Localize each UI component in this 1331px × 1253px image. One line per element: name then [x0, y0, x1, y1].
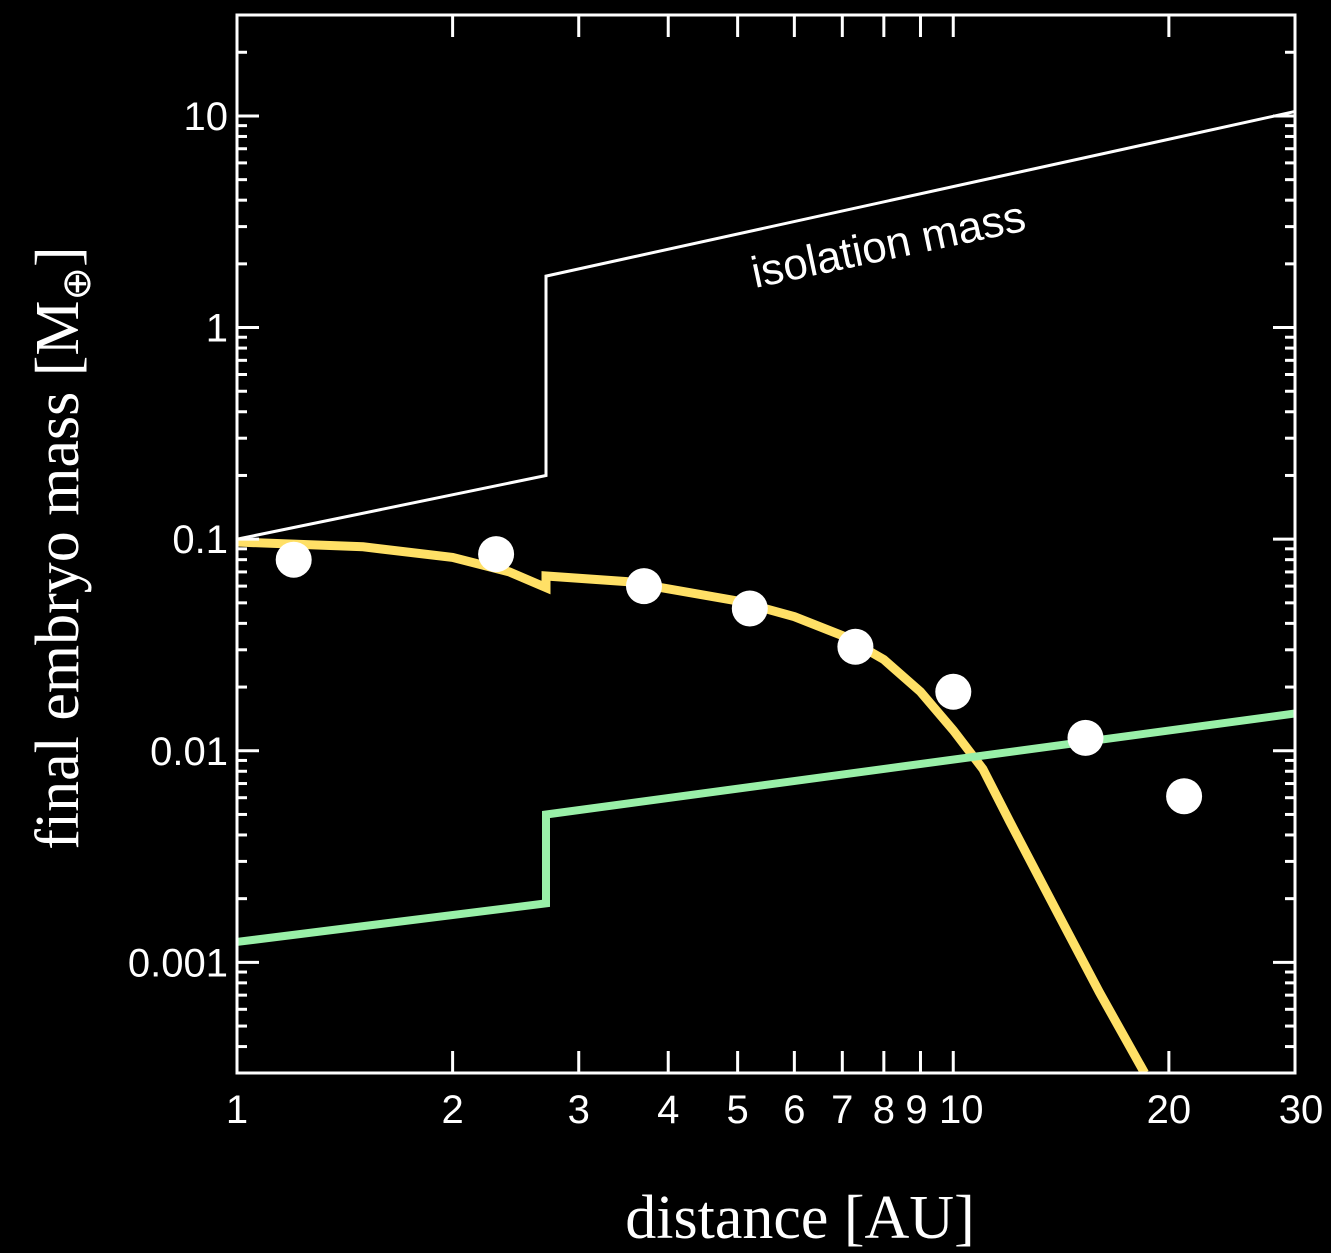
- x-tick-label: 3: [568, 1088, 590, 1132]
- x-tick-label: 20: [1147, 1088, 1192, 1132]
- x-axis-title: distance [AU]: [625, 1184, 974, 1252]
- y-tick-label: 0.1: [172, 518, 228, 562]
- chart-marks: [237, 110, 1295, 1073]
- x-tick-label: 8: [873, 1088, 895, 1132]
- x-tick-label: 30: [1279, 1088, 1324, 1132]
- y-tick-label: 1: [206, 307, 228, 351]
- y-axis-title-close: ]: [24, 246, 92, 267]
- data-point: [837, 628, 874, 665]
- data-point: [1067, 719, 1104, 756]
- data-point: [935, 673, 972, 710]
- x-tick-label: 4: [657, 1088, 679, 1132]
- data-point: [731, 590, 768, 627]
- y-tick-label: 0.001: [128, 941, 228, 985]
- y-tick-label: 0.01: [150, 730, 228, 774]
- data-point: [626, 568, 662, 605]
- lower-limit-line: [237, 709, 1295, 946]
- data-point: [1166, 778, 1203, 815]
- data-point: [275, 541, 312, 578]
- plot-frame: [235, 13, 1297, 1075]
- y-tick-label: 10: [184, 95, 229, 139]
- x-tick-label: 6: [783, 1088, 805, 1132]
- data-point: [478, 536, 515, 573]
- x-tick-label: 5: [727, 1088, 749, 1132]
- x-tick-label: 7: [831, 1088, 853, 1132]
- y-axis-title-subscript: ⊕: [54, 267, 99, 301]
- x-tick-label: 10: [939, 1088, 984, 1132]
- y-axis-title-main: final embryo mass [M: [24, 300, 92, 849]
- y-axis-title: final embryo mass [M⊕]: [24, 246, 99, 849]
- x-tick-label: 9: [905, 1088, 927, 1132]
- chart-ticks: 1 2 3 4 5 6 7 8 9 10 20 30 0.001 0.01 0.1 1 10: [128, 13, 1324, 1132]
- isolation-mass-line: [237, 110, 1295, 541]
- x-tick-label: 1: [226, 1088, 248, 1132]
- x-tick-label: 2: [441, 1088, 463, 1132]
